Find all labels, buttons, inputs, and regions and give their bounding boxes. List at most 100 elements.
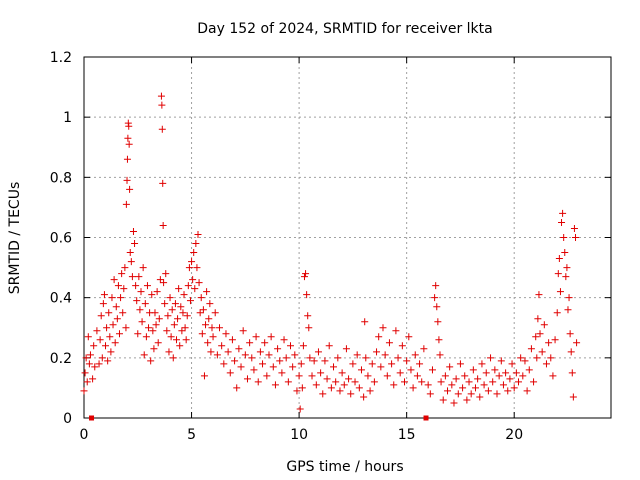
data-point (140, 351, 148, 359)
x-axis-label: GPS time / hours (286, 459, 403, 475)
data-point (456, 360, 464, 368)
data-point (383, 372, 391, 380)
data-point (170, 321, 178, 329)
data-point (310, 357, 318, 365)
data-point (463, 396, 471, 404)
data-point (239, 327, 247, 335)
data-point (286, 342, 294, 350)
data-point (562, 273, 570, 281)
data-point (276, 357, 284, 365)
data-point (122, 200, 130, 208)
data-point (555, 255, 563, 263)
data-point (103, 324, 111, 332)
data-point (143, 282, 151, 290)
data-point (432, 282, 440, 290)
data-point (80, 387, 88, 395)
data-point (340, 381, 348, 389)
data-point (426, 390, 434, 398)
data-point (559, 209, 567, 217)
data-point (160, 279, 168, 287)
data-point (274, 345, 282, 353)
data-point (157, 92, 165, 100)
data-point (385, 339, 393, 347)
data-point (413, 372, 421, 380)
data-point (572, 234, 580, 241)
data-point (179, 309, 187, 317)
data-point (403, 357, 411, 365)
data-point (147, 357, 155, 365)
data-point (190, 249, 198, 257)
data-point (89, 375, 97, 383)
x-tick-label: 15 (398, 427, 416, 443)
data-point (211, 309, 219, 317)
data-point (439, 396, 447, 404)
data-point (566, 330, 574, 338)
data-point (254, 378, 262, 386)
data-point (126, 185, 134, 193)
data-point (476, 393, 484, 401)
data-point (345, 375, 353, 383)
data-point (127, 258, 135, 266)
data-point (106, 333, 114, 341)
data-point (129, 227, 137, 235)
data-point (175, 285, 183, 293)
data-point (113, 315, 121, 323)
data-point (303, 291, 311, 299)
data-point (222, 330, 230, 338)
data-point (141, 300, 149, 308)
data-point (126, 249, 134, 257)
data-point (560, 234, 568, 241)
data-point (428, 366, 436, 374)
data-point (461, 372, 469, 380)
data-point (293, 387, 301, 395)
chart-title: Day 152 of 2024, SRMTID for receiver lkt… (197, 21, 492, 37)
data-point (117, 294, 125, 302)
data-point (540, 321, 548, 329)
data-point (436, 351, 444, 359)
data-point (282, 354, 290, 362)
data-point (381, 351, 389, 359)
data-point (107, 348, 115, 356)
data-point (188, 258, 196, 266)
data-point (361, 318, 369, 326)
data-point (109, 321, 117, 329)
data-point (233, 384, 241, 392)
data-point (379, 324, 387, 332)
data-point (250, 366, 258, 374)
data-point (370, 378, 378, 386)
data-point (497, 357, 505, 365)
data-point (565, 294, 573, 302)
data-point (364, 372, 372, 380)
data-point (420, 345, 428, 353)
data-point (108, 294, 116, 302)
data-point (302, 270, 310, 278)
data-point (289, 363, 297, 371)
y-tick-label: 1 (63, 110, 72, 126)
data-point (150, 345, 158, 353)
data-point (189, 276, 197, 284)
data-point (480, 381, 488, 389)
data-point (299, 342, 307, 350)
data-point (527, 345, 535, 353)
data-point (155, 315, 163, 323)
data-point (191, 285, 199, 293)
data-point (467, 390, 475, 398)
data-point (392, 327, 400, 335)
data-point (104, 357, 112, 365)
data-point (534, 315, 542, 323)
y-tick-label: 0.6 (50, 231, 72, 247)
grid-lines (84, 57, 611, 418)
data-point (265, 351, 273, 359)
data-point (284, 378, 292, 386)
data-point (90, 342, 98, 350)
data-point (484, 387, 492, 395)
data-point (196, 309, 204, 317)
data-point (325, 342, 333, 350)
data-point (538, 348, 546, 356)
y-tick-label: 0.4 (50, 291, 72, 307)
data-point (125, 140, 133, 148)
data-point (122, 324, 130, 332)
data-point (192, 240, 200, 248)
data-point (167, 333, 175, 341)
